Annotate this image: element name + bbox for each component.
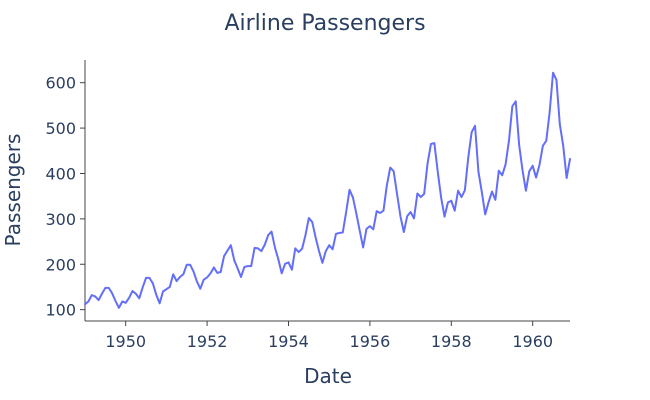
x-tick-label: 1950 (105, 332, 146, 351)
x-axis-title: Date (304, 364, 352, 388)
y-axis: 100 200 300 400 500 600 (45, 60, 86, 321)
x-tick-label: 1960 (512, 332, 553, 351)
plot-area (84, 71, 571, 309)
y-tick-label: 300 (45, 210, 76, 229)
x-axis: 1950 1952 1954 1956 1958 1960 (85, 320, 570, 351)
y-tick-label: 600 (45, 74, 76, 93)
chart-title: Airline Passengers (224, 11, 425, 36)
x-tick-label: 1958 (431, 332, 472, 351)
y-tick-label: 200 (45, 255, 76, 274)
y-tick-label: 100 (45, 301, 76, 320)
x-tick-label: 1954 (268, 332, 309, 351)
series-line (84, 71, 571, 309)
y-tick-label: 500 (45, 119, 76, 138)
x-tick-label: 1956 (350, 332, 391, 351)
y-axis-title: Passengers (1, 134, 25, 247)
y-tick-label: 400 (45, 164, 76, 183)
x-tick-label: 1952 (187, 332, 228, 351)
